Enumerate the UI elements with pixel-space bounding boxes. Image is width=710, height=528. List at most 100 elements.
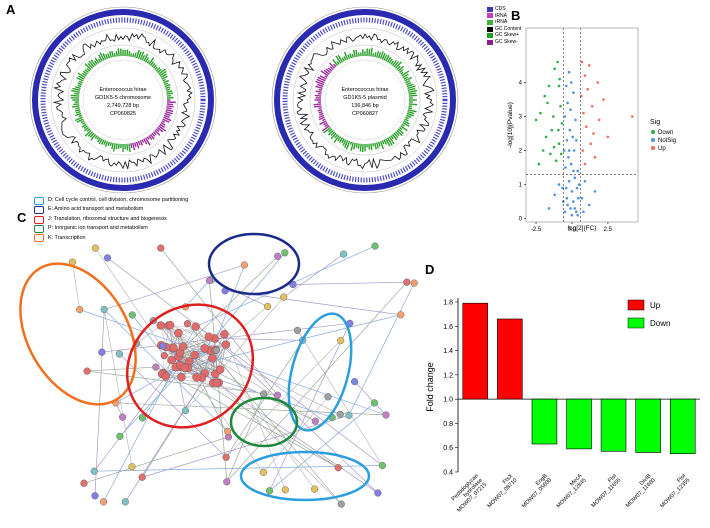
- gc-skew-bar: [100, 139, 105, 145]
- volcano-point-notsig: [566, 101, 569, 105]
- gc-skew-bar: [137, 140, 141, 146]
- volcano-point-notsig: [565, 196, 569, 200]
- network-node: [138, 414, 147, 422]
- gc-skew-bar: [323, 69, 330, 75]
- gc-skew-bar: [102, 53, 107, 60]
- gc-skew-bar: [317, 109, 323, 112]
- gc-skew-bar: [163, 79, 170, 84]
- gc-skew-bar: [403, 76, 409, 80]
- network-edge: [224, 334, 286, 490]
- volcano-ytick-label: 2: [519, 149, 523, 155]
- gc-skew-bar: [74, 92, 80, 95]
- bar-ytick-label: 1.2: [443, 372, 453, 379]
- gc-skew-bar: [341, 138, 345, 144]
- volcano-point-notsig: [569, 81, 573, 84]
- gc-skew-bar: [165, 111, 174, 115]
- gc-skew-bar: [400, 71, 404, 75]
- network-node: [351, 378, 359, 386]
- gc-skew-bar: [111, 50, 114, 58]
- gc-skew-bar: [352, 49, 356, 58]
- volcano-point-down: [553, 67, 556, 71]
- gc-skew-bar: [162, 78, 166, 82]
- gc-skew-bar: [84, 68, 90, 74]
- gc-skew-bar: [135, 49, 140, 59]
- gc-skew-bar: [113, 52, 116, 57]
- network-edge: [136, 325, 162, 344]
- gc-skew-bar: [333, 63, 337, 68]
- gc-skew-bar: [149, 61, 155, 67]
- gc-skew-bar: [372, 53, 375, 57]
- gc-skew-bar: [393, 61, 400, 68]
- network-node: [274, 252, 282, 260]
- gc-skew-bar: [319, 120, 327, 126]
- gc-skew-bar: [75, 109, 81, 112]
- gc-skew-bar: [115, 51, 118, 57]
- network-node: [128, 311, 136, 319]
- network-node: [191, 322, 200, 331]
- bar-ytick-label: 0.6: [443, 445, 453, 452]
- cds-ring: [274, 9, 456, 191]
- network-node: [289, 280, 297, 289]
- network-node: [177, 372, 186, 382]
- volcano-point-down: [552, 145, 556, 149]
- bar-category-label: MecAMOW07_12845: [551, 473, 587, 509]
- gc-skew-bar: [322, 118, 326, 122]
- volcano-point-notsig: [593, 190, 597, 193]
- gc-skew-bar: [152, 64, 157, 69]
- network-edge: [119, 353, 227, 458]
- plasmid-line3: 136,846 bp: [351, 103, 379, 109]
- volcano-point-notsig: [572, 169, 575, 173]
- network-node: [91, 492, 99, 500]
- gc-skew-bar: [82, 121, 86, 125]
- gc-skew-bar: [75, 86, 81, 89]
- gc-skew-bar: [72, 87, 81, 91]
- volcano-point-up: [590, 105, 594, 108]
- gc-skew-bar: [407, 87, 416, 91]
- legend-entry: K: Transcription: [34, 234, 188, 243]
- volcano-ylabel: -log[10](Pvalue): [507, 102, 514, 148]
- network-node: [220, 329, 229, 339]
- gc-skew-bar: [73, 103, 80, 106]
- network-node: [260, 390, 268, 398]
- gc-skew-bar: [406, 112, 414, 117]
- network-node: [264, 302, 272, 311]
- gc-skew-bar: [408, 92, 416, 95]
- volcano-point-up: [596, 81, 600, 84]
- bar-category-label: EngBMOW07_05600: [517, 473, 553, 509]
- cluster-outline: [19, 262, 137, 406]
- volcano-point-notsig: [572, 149, 576, 152]
- gc-skew-bar: [393, 132, 399, 139]
- gc-skew-bar: [151, 132, 156, 137]
- network-edge: [293, 281, 407, 285]
- gc-skew-bar: [112, 143, 116, 152]
- gc-skew-bar: [323, 121, 328, 126]
- volcano-plot-area: [525, 27, 639, 223]
- gc-skew-bar: [355, 49, 358, 57]
- outer-ring: [271, 6, 459, 194]
- network-node: [138, 473, 146, 481]
- network-node: [337, 500, 345, 508]
- gc-skew-bar: [320, 70, 329, 77]
- network-node: [200, 344, 209, 353]
- network-edge: [214, 338, 303, 341]
- legend-swatch-up: [627, 299, 645, 311]
- volcano-point-notsig: [567, 156, 570, 159]
- volcano-point-down: [559, 105, 562, 108]
- cds-ring-inner: [40, 17, 206, 183]
- gc-skew-bar: [156, 126, 164, 133]
- gc-skew-bar: [349, 141, 353, 145]
- bar-category-label: PeptidoglycanhydrolaseMOW07_07215: [448, 473, 488, 513]
- network-node: [80, 479, 88, 487]
- volcano-point-notsig: [562, 149, 566, 152]
- volcano-point-notsig: [567, 70, 571, 74]
- gc-skew-bar: [117, 48, 120, 57]
- network-node: [205, 276, 214, 285]
- gc-skew-bar: [319, 75, 327, 80]
- track-ring: [309, 44, 421, 156]
- volcano-point-down: [552, 115, 555, 118]
- gc-skew-bar: [407, 109, 417, 113]
- gc-skew-bar: [90, 133, 97, 141]
- gc-skew-bar: [337, 136, 342, 142]
- bar-ytick-label: 1.0: [443, 397, 453, 404]
- gc-skew-bar: [315, 85, 323, 89]
